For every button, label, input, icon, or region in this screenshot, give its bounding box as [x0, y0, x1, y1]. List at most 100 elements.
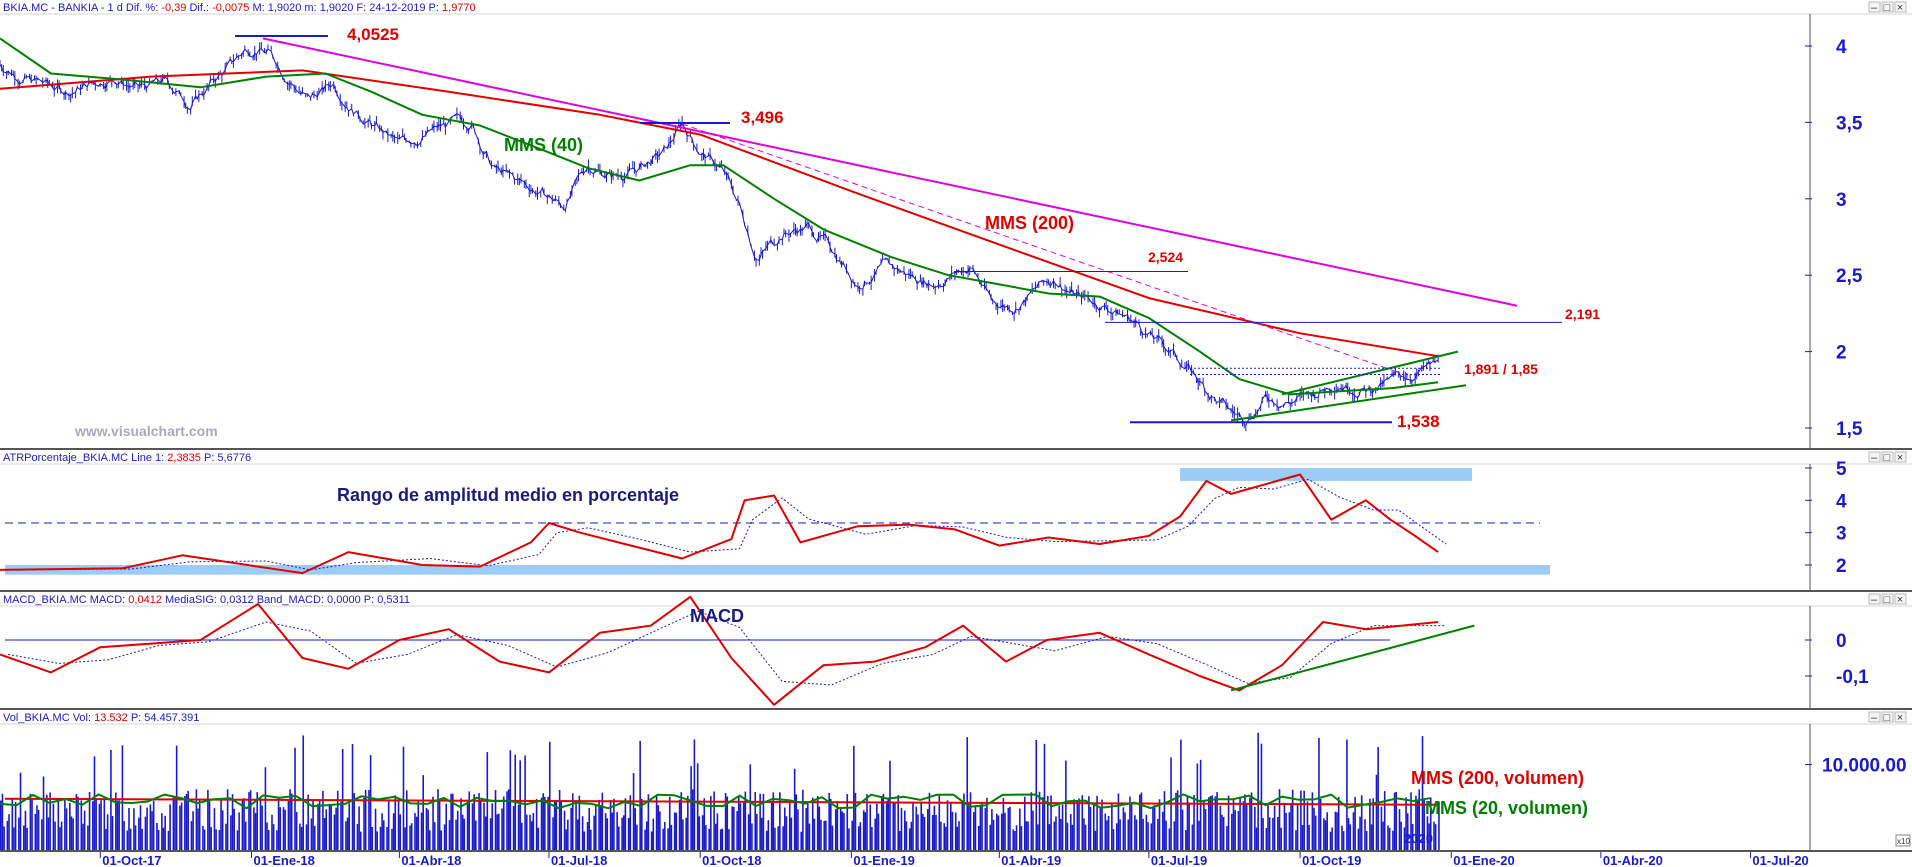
volume-bar: [973, 812, 975, 850]
volume-bar: [152, 800, 155, 850]
volume-bar: [744, 791, 747, 850]
price-line: [721, 166, 726, 174]
price-line: [689, 135, 693, 139]
volume-bar: [1357, 828, 1360, 850]
volume-bar: [187, 790, 189, 850]
price-line: [1271, 399, 1275, 404]
volume-bar: [1073, 799, 1075, 850]
price-line: [58, 85, 62, 92]
volume-bar: [1308, 824, 1310, 850]
volume-bar: [926, 809, 929, 850]
price-line: [428, 128, 433, 132]
price-line: [198, 93, 203, 96]
volume-bar: [172, 797, 175, 850]
price-line: [1036, 281, 1040, 288]
volume-bar: [588, 807, 591, 850]
price-line: [995, 303, 999, 308]
volume-bar: [1158, 799, 1161, 850]
price-line: [139, 83, 142, 87]
volume-bar: [1227, 795, 1230, 850]
volume-bar: [277, 797, 280, 850]
header-segment: M: 1,9020 m: 1,9020 F: 24-12-2019 P:: [249, 2, 442, 14]
price-line: [795, 229, 798, 234]
volume-bar: [157, 829, 160, 850]
volume-bar: [438, 800, 441, 850]
window-button-minimize[interactable]: –: [1871, 594, 1878, 606]
price-line: [1002, 304, 1005, 308]
volume-bar: [1280, 827, 1282, 850]
volume-bar: [105, 828, 107, 850]
volume-bar: [1211, 795, 1213, 850]
volume-bar: [950, 803, 952, 850]
volume-bar: [198, 800, 201, 850]
price-line: [894, 267, 898, 270]
price-line: [1276, 405, 1280, 409]
volume-bar: [443, 824, 446, 850]
price-line: [783, 232, 786, 235]
volume-bar: [996, 813, 998, 850]
volume-bar: [680, 792, 683, 850]
price-line: [277, 65, 280, 72]
panel-header-vol: Vol_BKIA.MC Vol: 13.532 P: 54.457.391: [3, 712, 199, 724]
volume-bar: [848, 828, 850, 850]
price-line: [940, 285, 944, 288]
volume-bar: [49, 792, 51, 850]
window-button-maximize[interactable]: □: [1884, 712, 1891, 724]
price-line: [847, 272, 852, 282]
volume-bar: [313, 825, 316, 850]
price-line: [1008, 309, 1013, 313]
volume-bar: [506, 791, 508, 850]
volume-bar: [1311, 792, 1314, 850]
window-button-maximize[interactable]: □: [1884, 2, 1891, 14]
price-line: [1151, 334, 1155, 339]
volume-bar: [762, 793, 765, 850]
volume-bar: [885, 800, 888, 850]
volume-bar: [1196, 763, 1199, 850]
volume-bar: [1130, 803, 1133, 850]
price-line: [555, 198, 560, 202]
volume-bar: [954, 812, 957, 850]
volume-bar: [820, 819, 822, 850]
volume-bar: [1037, 824, 1039, 850]
window-button-minimize[interactable]: –: [1871, 2, 1878, 14]
volume-bar: [880, 795, 883, 850]
window-button-maximize[interactable]: □: [1884, 452, 1891, 464]
price-line: [255, 48, 261, 55]
volume-bar: [1162, 811, 1164, 850]
price-line: [1015, 308, 1020, 311]
price-line: [1127, 314, 1130, 321]
volume-bar: [1395, 791, 1398, 850]
price-line: [1388, 374, 1393, 379]
volume-bar: [414, 813, 416, 850]
price-line: [1398, 371, 1401, 376]
price-line: [1122, 314, 1125, 317]
price-line: [813, 236, 818, 242]
price-line: [394, 136, 398, 139]
volume-bar: [1393, 792, 1396, 850]
level-label-1-891: 1,891 / 1,85: [1464, 361, 1538, 377]
volume-bar: [106, 814, 109, 850]
volume-bar: [1434, 824, 1437, 850]
window-button-minimize[interactable]: –: [1871, 712, 1878, 724]
volume-bar: [428, 830, 431, 850]
window-button-close[interactable]: ×: [1897, 712, 1903, 724]
window-button-close[interactable]: ×: [1897, 452, 1903, 464]
volume-bar: [1232, 799, 1235, 850]
volume-bar: [532, 813, 535, 850]
volume-bar: [129, 828, 132, 850]
volume-bar: [668, 796, 671, 850]
volume-bar: [161, 813, 163, 850]
volume-bar: [123, 821, 125, 850]
volume-bar: [1015, 825, 1018, 850]
volume-bar: [1176, 790, 1179, 850]
window-button-maximize[interactable]: □: [1884, 594, 1891, 606]
price-line: [1025, 295, 1028, 303]
price-line: [208, 79, 211, 86]
window-button-minimize[interactable]: –: [1871, 452, 1878, 464]
price-line: [673, 132, 677, 140]
volume-bars: [0, 732, 1440, 850]
volume-bar: [698, 816, 701, 850]
header-segment: BKIA.MC - BANKIA - 1 d Dif. %:: [3, 2, 161, 14]
window-button-close[interactable]: ×: [1897, 2, 1903, 14]
window-button-close[interactable]: ×: [1897, 594, 1903, 606]
